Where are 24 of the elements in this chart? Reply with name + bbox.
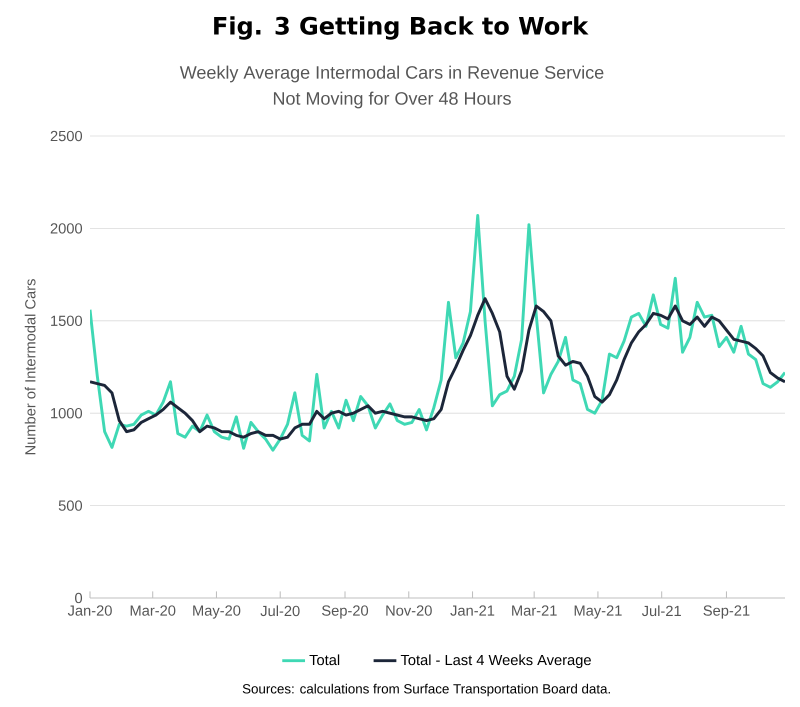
x-tick-label: May-20 xyxy=(193,605,240,619)
x-tick-label: May-21 xyxy=(574,605,622,619)
y-tick-label: 1000 xyxy=(51,408,82,418)
x-tick-label: Jan-21 xyxy=(450,605,494,616)
y-axis-title: Number of Intermodal Cars xyxy=(24,279,36,454)
y-tick-label: 2000 xyxy=(50,223,82,234)
line-series xyxy=(90,214,785,452)
legend-label: Total xyxy=(309,654,340,666)
y-tick-label: 2500 xyxy=(50,130,82,142)
x-tick-label: Jan-20 xyxy=(68,605,112,616)
chart-subtitle: Weekly Average Intermodal Cars in Revenue Service Not Moving for Over 48 Hours xyxy=(180,66,604,108)
chart-title: Fig. 3 Getting Back to Work xyxy=(214,16,589,40)
y-tick-label: 500 xyxy=(58,500,82,511)
x-tick-label: Nov-20 xyxy=(386,605,432,616)
y-tick-label: 0 xyxy=(75,592,82,604)
x-tick-label: Jul-21 xyxy=(642,605,681,616)
y-tick-label: 1500 xyxy=(51,316,82,326)
x-tick-label: Jul-20 xyxy=(260,605,300,616)
source-note: Sources: calculations from Surface Transportation Board data. xyxy=(242,684,610,696)
x-tick-label: Sep-21 xyxy=(703,605,750,619)
x-tick-label: Mar-21 xyxy=(512,605,557,616)
legend-label: Total - Last 4 Weeks Average xyxy=(400,654,591,668)
x-tick-label: Sep-20 xyxy=(322,605,368,619)
x-tick-label: Mar-20 xyxy=(130,605,176,616)
